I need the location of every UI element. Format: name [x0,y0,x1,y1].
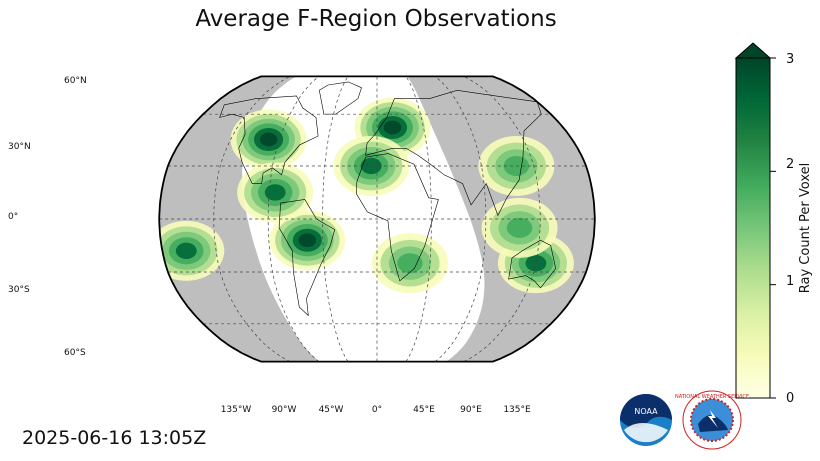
colorbar-tick-1: 1 [786,274,794,289]
observation-blob-indonesia [506,217,533,238]
lon-label-135e: 135°E [503,405,531,415]
observation-blob-north-america [259,132,278,147]
observation-blob-central-america [264,184,286,201]
meridian-line [434,76,487,362]
lat-label-30s: 30°S [8,285,30,295]
meridian-line [463,76,541,362]
colorbar-tick-2: 2 [786,157,794,172]
nws-logo-text: NATIONAL WEATHER SERVICE [675,394,749,400]
coastline-south-america [278,199,336,317]
colorbar-label: Ray Count Per Voxel [798,163,813,293]
globe-outline [158,75,596,363]
lat-label-0: 0° [8,212,18,222]
colorbar-tick-3: 3 [786,52,794,67]
meridian-line [213,76,291,362]
colorbar-gradient [735,57,771,399]
lon-label-90w: 90°W [272,405,297,415]
lon-label-45w: 45°W [319,405,344,415]
chart-title: Average F-Region Observations [195,6,557,32]
meridian-line [405,76,432,362]
coastline-australia [508,239,557,289]
meridian-line [322,76,349,362]
noaa-logo: NOAA [620,394,672,446]
noaa-logo-text: NOAA [634,407,658,416]
graticule [159,76,595,362]
lon-label-0: 0° [372,405,382,415]
observation-blob-australia [525,255,547,272]
coastline-north-america [219,95,319,184]
colorbar-extend-arrow [734,42,772,59]
lon-label-45e: 45°E [413,405,435,415]
observation-blob-europe [383,120,402,135]
coastline-greenland [318,81,362,115]
colorbar: 0 1 2 3 Ray Count Per Voxel [734,42,813,406]
observation-blob-pacific-south [175,242,197,260]
colorbar-tick-0: 0 [786,391,794,406]
nws-logo: NATIONAL WEATHER SERVICE [675,390,749,450]
lat-label-30n: 30°N [8,142,31,152]
observation-blob-north-africa [360,157,382,175]
meridian-line [267,76,320,362]
observation-blob-south-america [298,233,317,248]
lon-label-90e: 90°E [460,405,482,415]
coastline-africa [356,153,439,282]
lat-label-60n: 60°N [64,76,87,86]
observation-blob-southern-africa [397,253,423,274]
lat-label-60s: 60°S [64,348,86,358]
observation-layer [159,97,574,294]
lon-label-135w: 135°W [221,405,252,415]
timestamp: 2025-06-16 13:05Z [22,427,207,449]
